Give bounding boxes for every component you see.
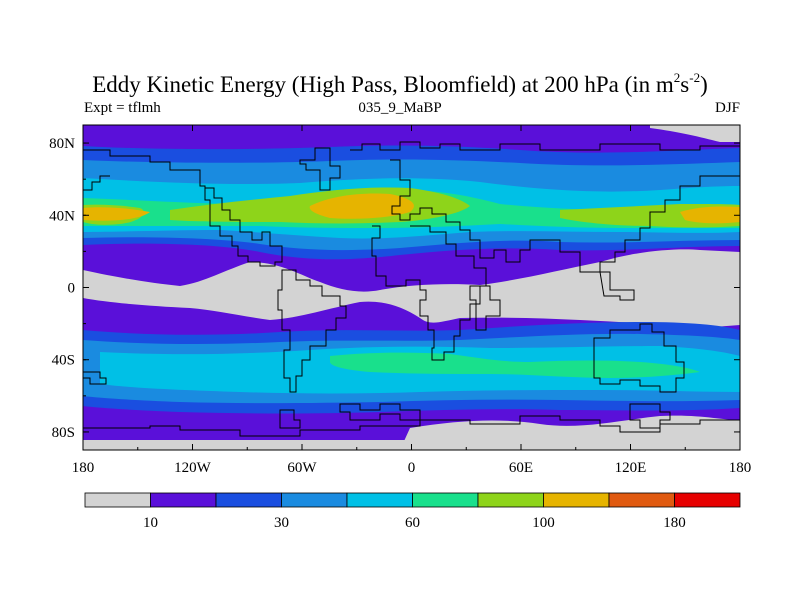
contour-region-17 xyxy=(680,206,740,224)
x-tick-label: 60W xyxy=(287,460,317,476)
run-id-label: 035_9_MaBP xyxy=(358,100,442,116)
axis-ticks: 180 120W 60W 0 60E 120E 180 80N 40N 0 40S 80S xyxy=(49,125,751,476)
x-tick-label: 120E xyxy=(615,460,647,476)
colorbar-swatch-8 xyxy=(608,492,675,508)
coastline-segment-5 xyxy=(277,269,347,393)
coastline-segment-3 xyxy=(390,159,740,273)
contour-region-18 xyxy=(83,207,150,221)
contour-field xyxy=(83,125,740,450)
coastline-segment-14 xyxy=(83,175,110,191)
coastline-segment-10 xyxy=(279,409,301,429)
colorbar-label: 100 xyxy=(532,515,555,531)
coastline-segment-4 xyxy=(371,225,487,361)
coastline-segment-0 xyxy=(83,149,283,267)
x-tick-label: 180 xyxy=(729,460,752,476)
x-tick-label: 60E xyxy=(509,460,533,476)
coastline-segment-8 xyxy=(469,285,501,331)
contour-region-2 xyxy=(650,125,740,142)
colorbar-label: 180 xyxy=(663,515,686,531)
colorbar-swatch-1 xyxy=(150,492,217,508)
y-tick-label: 0 xyxy=(68,281,76,297)
x-tick-label: 180 xyxy=(72,460,95,476)
colorbar-swatch-2 xyxy=(215,492,282,508)
y-tick-label: 40N xyxy=(49,208,75,224)
y-tick-label: 80S xyxy=(52,425,75,441)
colorbar-swatch-3 xyxy=(281,492,348,508)
coastline-segment-13 xyxy=(83,371,107,385)
colorbar-swatch-9 xyxy=(674,492,741,508)
colorbar-label: 60 xyxy=(405,515,420,531)
plot-title: Eddy Kinetic Energy (High Pass, Bloomfie… xyxy=(92,70,708,97)
coastline-segment-6 xyxy=(593,323,685,393)
coastline-segment-1 xyxy=(299,147,341,191)
coastline-segment-9 xyxy=(83,415,740,437)
colorbar-label: 30 xyxy=(274,515,289,531)
colorbar-swatch-0 xyxy=(84,492,151,508)
y-tick-label: 40S xyxy=(52,353,75,369)
coastline-segment-2 xyxy=(350,141,740,151)
coastline-segment-7 xyxy=(599,271,635,301)
colorbar-label: 10 xyxy=(143,515,158,531)
contour-region-12 xyxy=(330,352,700,378)
x-tick-label: 0 xyxy=(408,460,416,476)
contour-region-16 xyxy=(309,193,414,219)
coastlines xyxy=(83,141,740,437)
coastline-segment-11 xyxy=(339,403,421,421)
colorbar-swatch-4 xyxy=(346,492,413,508)
colorbar-swatch-6 xyxy=(477,492,544,508)
colorbar-swatch-7 xyxy=(543,492,610,508)
coastline-segment-12 xyxy=(629,403,671,429)
y-tick-label: 80N xyxy=(49,136,75,152)
x-tick-label: 120W xyxy=(174,460,212,476)
season-label: DJF xyxy=(714,100,740,116)
colorbar: 10 30 60 100 180 xyxy=(84,492,741,531)
contour-region-0 xyxy=(83,249,740,328)
colorbar-swatch-5 xyxy=(412,492,479,508)
experiment-label: Expt = tflmh xyxy=(84,100,161,116)
